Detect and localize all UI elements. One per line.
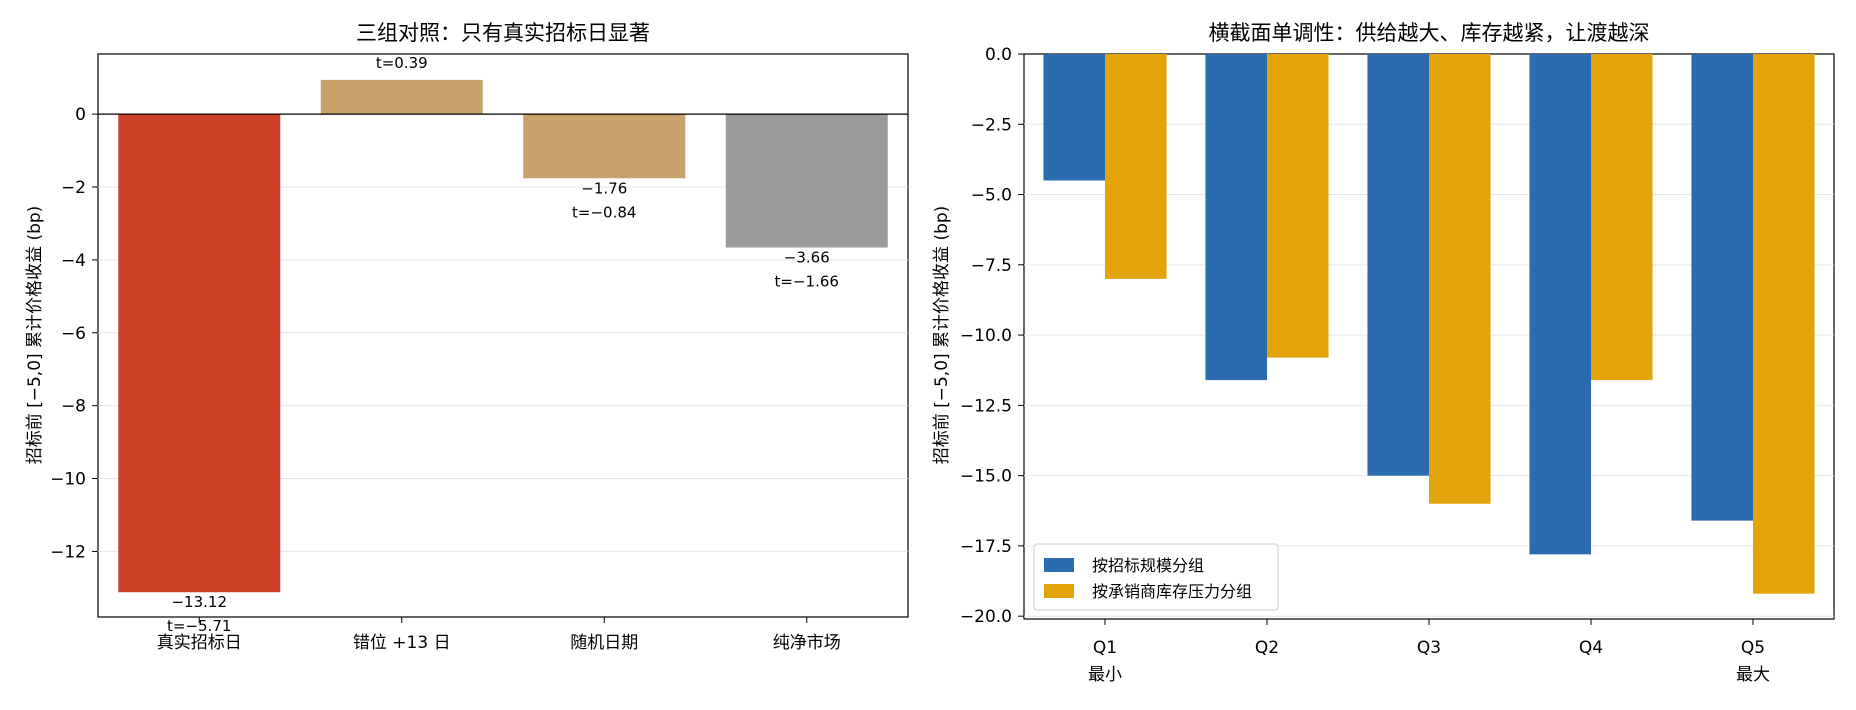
right-x-tick-sublabel: 最大 <box>1736 665 1770 685</box>
right-y-tick-label: −7.5 <box>971 256 1012 276</box>
right-y-tick-label: −15.0 <box>960 467 1012 487</box>
right-x-ticks: Q1 最小 Q2 Q3 Q4 Q5 最大 <box>1088 619 1770 685</box>
legend-label-inventory: 按承销商库存压力分组 <box>1092 582 1252 601</box>
left-bars <box>118 79 888 593</box>
right-chart: 0.0 −2.5 −5.0 −7.5 −10.0 −12.5 −15.0 −17.5 −20.0… <box>932 21 1835 685</box>
right-y-tick-label: −17.5 <box>960 537 1012 557</box>
legend-swatch-size <box>1044 558 1074 572</box>
left-bar <box>523 114 686 179</box>
legend-label-size: 按招标规模分组 <box>1092 556 1204 575</box>
left-data-labels: −13.12 t=−5.71 t=0.39 −1.76 t=−0.84 −3.66 t=−1… <box>167 54 839 635</box>
right-bar-inventory <box>1753 54 1815 594</box>
right-y-tick-label: −12.5 <box>960 396 1012 416</box>
right-x-tick-label: Q4 <box>1579 638 1603 658</box>
right-x-tick-label: Q5 <box>1741 638 1765 658</box>
left-value-label: −13.12 <box>171 593 227 611</box>
legend-box <box>1033 543 1279 611</box>
right-y-tick-label: −5.0 <box>971 186 1012 206</box>
left-x-tick-label: 随机日期 <box>570 633 638 653</box>
right-chart-title: 横截面单调性：供给越大、库存越紧，让渡越深 <box>1209 21 1650 45</box>
left-y-ticks: 0 −2 −4 −6 −8 −10 −12 <box>50 105 98 562</box>
right-bars <box>1043 54 1815 594</box>
left-t-label: t=−5.71 <box>167 617 231 635</box>
right-y-tick-label: −10.0 <box>960 326 1012 346</box>
left-x-tick-label: 真实招标日 <box>157 633 242 653</box>
right-bar-size <box>1691 54 1753 521</box>
left-y-tick-label: −4 <box>61 251 86 271</box>
left-x-tick-label: 错位 +13 日 <box>353 633 451 653</box>
right-y-axis-label: 招标前 [−5,0] 累计价格收益 (bp) <box>932 206 952 465</box>
left-y-tick-label: −12 <box>50 542 86 562</box>
right-bar-inventory <box>1429 54 1491 504</box>
right-bar-inventory <box>1105 54 1167 279</box>
right-bar-inventory <box>1591 54 1653 381</box>
left-y-tick-label: 0 <box>75 105 86 125</box>
left-chart-title: 三组对照：只有真实招标日显著 <box>356 21 650 45</box>
right-x-tick-sublabel: 最小 <box>1088 665 1122 685</box>
left-x-tick-label: 纯净市场 <box>773 633 841 653</box>
right-legend: 按招标规模分组 按承销商库存压力分组 <box>1033 543 1279 611</box>
left-bar <box>725 114 888 248</box>
right-y-tick-label: −2.5 <box>971 115 1012 135</box>
right-y-ticks: 0.0 −2.5 −5.0 −7.5 −10.0 −12.5 −15.0 −17.5 −20.0 <box>960 45 1024 627</box>
right-bar-size <box>1529 54 1591 555</box>
left-y-axis-label: 招标前 [−5,0] 累计价格收益 (bp) <box>25 206 45 465</box>
left-value-label: −3.66 <box>784 248 830 266</box>
legend-swatch-inventory <box>1044 584 1074 598</box>
right-y-tick-label: −20.0 <box>960 607 1012 627</box>
left-chart: 0 −2 −4 −6 −8 −10 −12 真实招标日 错位 +13 日 随机日期 纯净市场 −1… <box>25 21 909 653</box>
right-y-tick-label: 0.0 <box>985 45 1012 65</box>
left-y-tick-label: −2 <box>61 178 86 198</box>
right-bar-size <box>1205 54 1267 381</box>
right-bar-inventory <box>1267 54 1329 358</box>
left-t-label: t=−1.66 <box>775 272 839 290</box>
left-t-label: t=−0.84 <box>572 203 636 221</box>
right-bar-size <box>1367 54 1429 476</box>
left-y-tick-label: −8 <box>61 397 86 417</box>
left-x-ticks: 真实招标日 错位 +13 日 随机日期 纯净市场 <box>157 617 841 653</box>
right-x-tick-label: Q1 <box>1093 638 1117 658</box>
left-bar <box>320 79 483 115</box>
right-x-tick-label: Q2 <box>1255 638 1279 658</box>
left-y-tick-label: −6 <box>61 324 86 344</box>
left-t-label: t=0.39 <box>376 54 428 72</box>
left-bar <box>118 114 281 593</box>
left-plot-frame <box>97 53 909 618</box>
left-y-tick-label: −10 <box>50 470 86 490</box>
right-x-tick-label: Q3 <box>1417 638 1441 658</box>
left-value-label: −1.76 <box>581 179 627 197</box>
right-bar-size <box>1043 54 1105 181</box>
